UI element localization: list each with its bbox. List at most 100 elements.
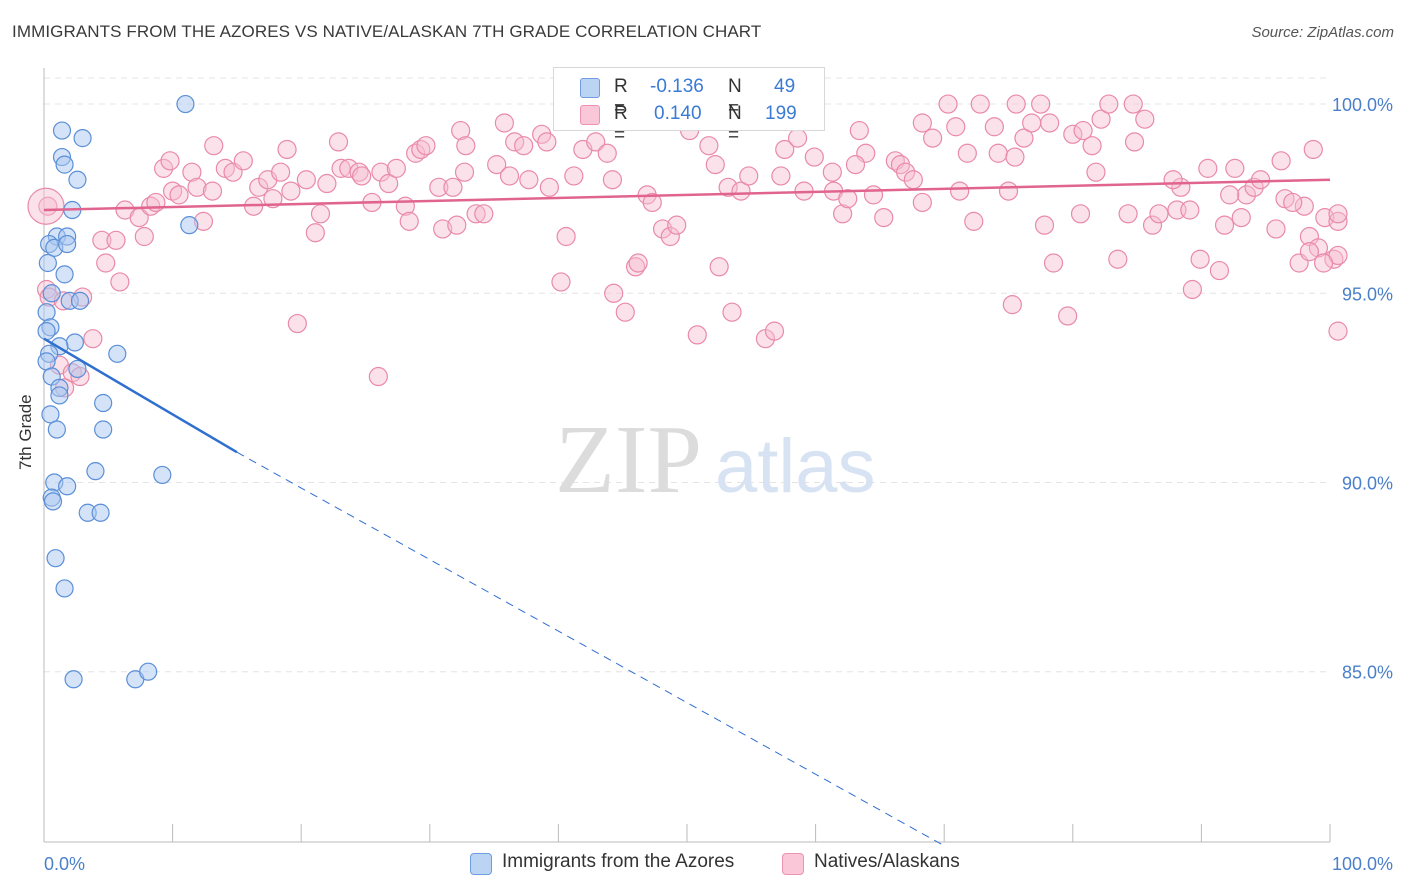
data-point-natives: [514, 136, 534, 156]
data-point-natives: [466, 204, 486, 224]
data-point-natives: [1236, 185, 1257, 205]
data-point-natives: [1135, 109, 1155, 129]
data-point-natives: [499, 166, 520, 186]
data-point-natives: [1163, 170, 1183, 190]
trend-lines: [43, 178, 1331, 847]
data-point-natives: [964, 211, 984, 231]
data-point-natives: [604, 283, 624, 303]
data-point-natives: [1225, 158, 1245, 178]
data-point-natives: [739, 166, 759, 186]
data-point-azores: [37, 322, 56, 341]
data-point-natives: [1124, 132, 1145, 152]
bottom-legend-swatch-natives: [782, 853, 804, 875]
data-point-natives: [1180, 200, 1200, 220]
data-point-azores: [86, 462, 105, 481]
data-point-natives: [771, 166, 791, 186]
data-point-azores: [94, 420, 113, 439]
correlation-legend: R = -0.136 N = 49 R = 0.140 N = 199: [553, 67, 825, 146]
data-point-natives: [1091, 109, 1111, 129]
data-point-natives: [1214, 215, 1235, 235]
x-tick-label-max: 100.0%: [1332, 854, 1393, 874]
data-point-natives: [912, 113, 932, 133]
bottom-legend-label-azores: Immigrants from the Azores: [502, 851, 735, 872]
data-point-natives: [1328, 321, 1348, 341]
data-point-natives: [1328, 211, 1348, 231]
legend-swatch-natives: [580, 105, 600, 125]
data-point-natives: [386, 158, 406, 178]
y-tick-label: 90.0%: [1342, 473, 1393, 493]
data-point-azores: [46, 549, 65, 568]
data-point-natives: [433, 219, 453, 239]
data-point-azores: [139, 662, 158, 681]
legend-n-value: 199: [765, 103, 797, 124]
data-point-natives: [1303, 139, 1323, 160]
source-label: Source: ZipAtlas.com: [1251, 24, 1394, 41]
data-point-natives: [1142, 215, 1163, 235]
data-point-natives: [494, 113, 514, 133]
data-point-natives: [833, 204, 853, 224]
data-point-natives: [1123, 94, 1143, 114]
data-point-natives: [153, 158, 174, 178]
data-point-natives: [92, 230, 112, 250]
data-point-natives: [456, 136, 476, 156]
data-point-natives: [1182, 279, 1202, 300]
data-point-natives: [1034, 215, 1055, 235]
trend-extension-azores: [236, 451, 945, 847]
data-point-natives: [287, 313, 307, 334]
data-point-azores: [50, 386, 69, 405]
data-point-azores: [68, 359, 87, 379]
data-point-natives: [615, 302, 635, 322]
legend-swatch-azores: [580, 78, 600, 98]
bottom-legend-label-natives: Natives/Alaskans: [814, 851, 960, 872]
data-point-natives: [1043, 253, 1064, 273]
data-point-natives: [597, 143, 617, 163]
data-point-natives: [454, 162, 475, 182]
data-point-natives: [451, 120, 471, 141]
series-natives-alaskans: [27, 94, 1348, 398]
data-point-natives: [296, 170, 316, 190]
data-point-natives: [838, 189, 858, 209]
data-point-azores: [153, 465, 172, 485]
data-point-natives: [352, 166, 372, 186]
data-point-natives: [731, 181, 751, 201]
data-point-natives: [1022, 113, 1042, 133]
data-point-natives: [903, 170, 923, 190]
data-point-natives: [556, 226, 576, 247]
data-point-natives: [406, 143, 426, 163]
legend-n-value: 49: [774, 76, 796, 97]
data-point-azores: [58, 477, 77, 496]
legend-r-label: R =: [614, 103, 628, 146]
data-point-natives: [379, 173, 399, 194]
data-point-azores: [70, 291, 90, 310]
data-point-natives: [628, 253, 648, 273]
data-point-natives: [874, 207, 894, 228]
data-point-natives: [642, 192, 662, 213]
data-point-natives: [1328, 204, 1348, 224]
data-point-natives: [411, 139, 431, 160]
data-point-natives: [263, 189, 283, 209]
data-point-natives: [1271, 151, 1291, 171]
data-point-azores: [38, 253, 57, 273]
data-point-natives: [1198, 158, 1218, 178]
data-point-azores: [47, 420, 66, 439]
data-point-azores: [42, 284, 61, 303]
x-tick-label-min: 0.0%: [44, 854, 85, 874]
data-point-natives: [718, 177, 738, 197]
tick-labels: 85.0% 90.0% 95.0% 100.0% 0.0% 100.0%: [44, 95, 1393, 874]
legend-n-label: N =: [728, 103, 742, 146]
data-point-natives: [27, 187, 65, 225]
data-point-natives: [912, 192, 932, 213]
data-point-natives: [277, 139, 297, 160]
data-point-azores: [41, 405, 60, 424]
data-point-natives: [331, 158, 351, 178]
data-point-natives: [804, 147, 824, 167]
data-point-natives: [849, 120, 869, 141]
data-point-natives: [1283, 192, 1303, 213]
data-point-natives: [551, 272, 571, 292]
legend-r-value: -0.136: [650, 76, 704, 97]
data-point-azores: [94, 393, 113, 413]
data-point-natives: [923, 128, 943, 148]
data-point-natives: [705, 155, 725, 175]
data-point-azores: [52, 121, 72, 140]
